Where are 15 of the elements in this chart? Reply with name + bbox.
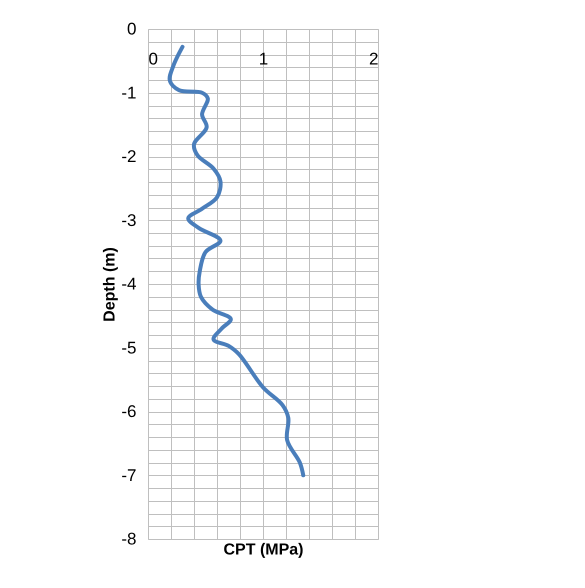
line-series: [168, 44, 306, 478]
y-tick-label: -3: [121, 210, 136, 230]
y-tick-label: -2: [121, 147, 136, 166]
y-tick-label: 0: [127, 20, 136, 38]
y-tick-label: -5: [121, 338, 136, 358]
y-tick-label: -8: [121, 530, 136, 548]
y-tick-label: -1: [121, 83, 136, 102]
y-tick-label: -4: [121, 274, 136, 294]
x-tick-label: 1: [258, 50, 268, 68]
x-axis-title: CPT (MPa): [224, 542, 304, 558]
y-axis-title: Depth (m): [101, 247, 118, 322]
x-tick-label: 2: [369, 50, 378, 68]
y-tick-label: -6: [121, 402, 136, 421]
x-tick-label: 0: [148, 50, 158, 68]
y-tick-label: -7: [121, 466, 136, 485]
